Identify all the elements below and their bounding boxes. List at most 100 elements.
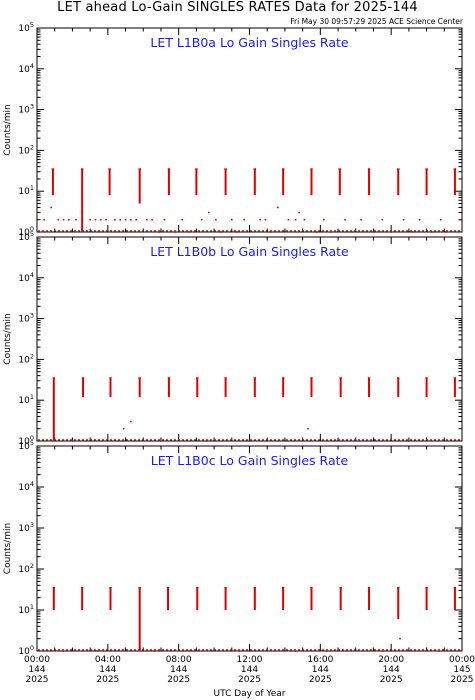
data-point (323, 218, 325, 221)
data-point (459, 218, 462, 221)
data-point (153, 650, 155, 652)
data-point (358, 440, 361, 442)
data-point (243, 218, 245, 221)
data-point (130, 218, 132, 221)
panel-title: LET L1B0c Lo Gain Singles Rate (151, 453, 349, 468)
y-tick-label: 104 (18, 271, 34, 284)
x-tick-doy: 144 (241, 665, 258, 675)
y-tick-label: 100 (18, 225, 34, 238)
x-tick-doy: 145 (453, 665, 470, 675)
data-point (114, 218, 116, 221)
data-point (238, 650, 240, 652)
data-point (438, 650, 440, 652)
data-point (135, 218, 137, 221)
data-point (215, 218, 217, 221)
data-point (307, 427, 309, 430)
y-tick-label: 102 (18, 352, 34, 365)
x-tick-year: 2025 (380, 675, 403, 685)
plot-frame (36, 236, 463, 442)
data-point (89, 218, 91, 221)
data-point (37, 231, 40, 233)
data-point (57, 218, 60, 221)
data-point (206, 440, 208, 442)
data-point (220, 231, 222, 233)
data-point (160, 440, 162, 442)
x-tick-year: 2025 (26, 675, 49, 685)
main-title: LET ahead Lo-Gain SINGLES RATES Data for… (57, 0, 418, 15)
data-point (158, 231, 160, 233)
data-point (207, 211, 210, 214)
x-tick-doy: 144 (170, 665, 187, 675)
data-point (351, 231, 354, 233)
x-tick-doy: 144 (383, 665, 400, 675)
x-tick-year: 2025 (238, 675, 261, 685)
data-point (94, 218, 97, 221)
y-tick-label: 103 (18, 521, 34, 534)
x-tick-time: 12:00 (237, 655, 263, 665)
data-point (294, 650, 297, 652)
data-point (130, 420, 132, 423)
data-point (99, 218, 102, 221)
data-point (163, 218, 166, 221)
data-point (344, 218, 346, 221)
data-point (431, 231, 433, 233)
data-point (259, 218, 261, 221)
data-point (294, 218, 297, 221)
data-point (248, 440, 251, 442)
x-tick-year: 2025 (96, 675, 119, 685)
data-point (411, 231, 414, 233)
data-point (71, 440, 74, 442)
data-point (418, 218, 421, 221)
plot-frame (36, 445, 463, 652)
data-point (62, 218, 65, 221)
y-axis-label: Counts/min (3, 523, 13, 574)
data-point (181, 218, 184, 221)
data-point (145, 218, 148, 221)
x-tick-time: 16:00 (307, 655, 333, 665)
data-point (298, 211, 300, 214)
panel-title: LET L1B0a Lo Gain Singles Rate (150, 35, 349, 50)
y-tick-label: 103 (18, 312, 34, 325)
data-point (390, 231, 392, 233)
data-point (75, 218, 77, 221)
data-point (402, 218, 405, 221)
data-point (96, 650, 99, 652)
x-tick-doy: 144 (28, 665, 45, 675)
data-point (119, 218, 122, 221)
y-tick-label: 100 (18, 434, 34, 447)
x-tick-time: 20:00 (378, 655, 404, 665)
y-tick-label: 105 (18, 439, 34, 452)
data-point (151, 218, 153, 221)
data-point (277, 206, 279, 209)
data-point (50, 206, 52, 209)
y-tick-label: 105 (18, 230, 34, 243)
y-tick-label: 105 (18, 21, 34, 34)
data-point (124, 218, 127, 221)
y-tick-label: 102 (18, 143, 34, 156)
plot-frame (36, 27, 463, 233)
x-tick-time: 04:00 (95, 655, 121, 665)
data-point (122, 427, 125, 430)
data-point (264, 218, 267, 221)
x-tick-time: 08:00 (166, 655, 192, 665)
data-point (287, 218, 290, 221)
data-point (445, 231, 447, 233)
data-point (315, 231, 318, 233)
x-axis-label: UTC Day of Year (214, 689, 286, 699)
data-point (372, 231, 375, 233)
y-axis-label: Counts/min (3, 313, 13, 364)
panel-title: LET L1B0b Lo Gain Singles Rate (150, 244, 349, 259)
data-point (303, 218, 306, 221)
data-point (269, 231, 272, 233)
x-tick-time: 00:00 (449, 655, 475, 665)
data-point (188, 231, 191, 233)
data-point (105, 218, 107, 221)
x-tick-year: 2025 (167, 675, 190, 685)
y-tick-label: 104 (18, 62, 34, 75)
data-point (188, 650, 191, 652)
data-point (200, 218, 203, 221)
data-point (62, 650, 65, 652)
data-point (381, 218, 384, 221)
y-tick-label: 101 (18, 393, 34, 406)
